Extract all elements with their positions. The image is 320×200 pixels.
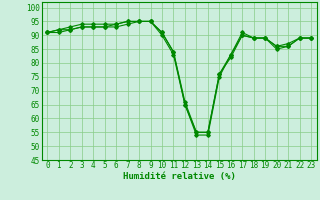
X-axis label: Humidité relative (%): Humidité relative (%) [123, 172, 236, 181]
